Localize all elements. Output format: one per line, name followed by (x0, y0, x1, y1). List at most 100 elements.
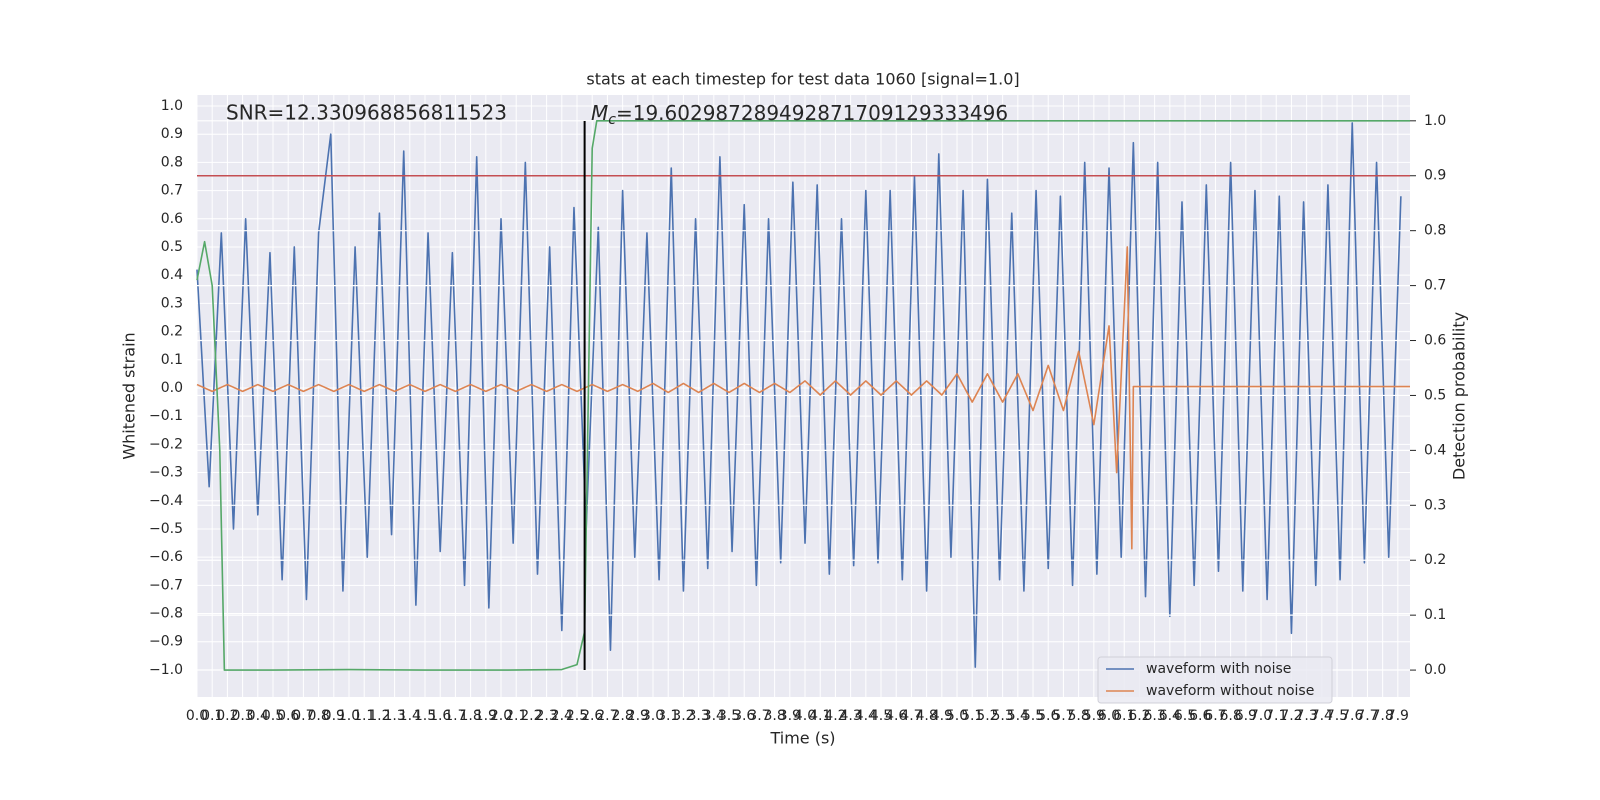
x-tick-label: 7.5 (1326, 708, 1348, 724)
y2-tick-label: 0.7 (1424, 278, 1446, 294)
legend-box (1097, 656, 1333, 704)
x-tick-label: 3.2 (672, 708, 694, 724)
x-tick-label: 1.7 (444, 708, 466, 724)
y-tick-label: −0.2 (149, 436, 183, 452)
x-tick-label: 4.1 (809, 708, 831, 724)
y2-tick-label: 0.4 (1424, 442, 1446, 458)
clean-line (196, 246, 1410, 550)
y2-tick-label: 0.5 (1424, 387, 1446, 403)
y2-tick-label: 0.8 (1424, 223, 1446, 239)
x-tick-label: 0.2 (216, 708, 238, 724)
x-tick-label: 0.7 (292, 708, 314, 724)
x-tick-label: 6.0 (1098, 708, 1120, 724)
y-tick-label: 1.0 (161, 98, 183, 114)
mc-subscript: c (608, 112, 616, 128)
y-tick-label: −0.9 (149, 634, 183, 650)
y-tick-label: 0.5 (161, 239, 183, 255)
y-tick-label: −0.3 (149, 465, 183, 481)
x-tick-label: 1.4 (399, 708, 421, 724)
x-tick-label: 2.9 (627, 708, 649, 724)
x-tick-label: 6.5 (1174, 708, 1196, 724)
y-tick-label: 0.7 (161, 183, 183, 199)
x-tick-label: 2.8 (611, 708, 633, 724)
x-tick-label: 7.7 (1356, 708, 1378, 724)
x-tick-label: 5.8 (1067, 708, 1089, 724)
x-tick-label: 1.1 (353, 708, 375, 724)
x-tick-label: 7.8 (1372, 708, 1394, 724)
x-tick-label: 0.3 (231, 708, 253, 724)
x-tick-label: 2.7 (596, 708, 618, 724)
y-tick-label: −0.8 (149, 606, 183, 622)
x-tick-label: 6.6 (1189, 708, 1211, 724)
y-tick-label: 0.3 (161, 295, 183, 311)
mc-value: =19.602987289492871709129333496 (616, 101, 1008, 125)
x-tick-label: 6.8 (1220, 708, 1242, 724)
x-tick-label: 5.7 (1052, 708, 1074, 724)
x-tick-label: 4.2 (824, 708, 846, 724)
y2-tick-label: 0.6 (1424, 333, 1446, 349)
x-tick-label: 2.1 (505, 708, 527, 724)
x-tick-label: 5.6 (1037, 708, 1059, 724)
x-tick-label: 2.3 (535, 708, 557, 724)
x-tick-label: 3.7 (748, 708, 770, 724)
x-tick-label: 1.6 (429, 708, 451, 724)
x-tick-label: 0.0 (186, 708, 208, 724)
x-tick-label: 5.1 (961, 708, 983, 724)
x-tick-label: 3.5 (718, 708, 740, 724)
legend-label: waveform with noise (1146, 661, 1291, 677)
x-tick-label: 3.4 (703, 708, 725, 724)
y-tick-label: 0.0 (161, 380, 183, 396)
x-tick-label: 6.4 (1159, 708, 1181, 724)
y2-tick-label: 0.1 (1424, 607, 1446, 623)
y-axis-label: Whitened strain (120, 332, 139, 459)
x-tick-label: 5.9 (1083, 708, 1105, 724)
x-tick-label: 4.6 (885, 708, 907, 724)
y-tick-label: 0.9 (161, 126, 183, 142)
x-tick-label: 2.0 (490, 708, 512, 724)
x-tick-label: 6.1 (1113, 708, 1135, 724)
x-tick-label: 1.3 (383, 708, 405, 724)
x-tick-label: 5.5 (1022, 708, 1044, 724)
x-tick-label: 6.7 (1204, 708, 1226, 724)
x-tick-label: 3.9 (779, 708, 801, 724)
x-axis-label: Time (s) (769, 729, 835, 748)
legend-label: waveform without noise (1146, 683, 1314, 699)
x-tick-label: 4.7 (900, 708, 922, 724)
x-tick-label: 3.0 (642, 708, 664, 724)
y-tick-label: −0.5 (149, 521, 183, 537)
x-tick-label: 1.2 (368, 708, 390, 724)
y-tick-label: 0.2 (161, 324, 183, 340)
y-tick-label: 0.8 (161, 154, 183, 170)
x-tick-label: 2.5 (566, 708, 588, 724)
x-tick-label: 3.3 (687, 708, 709, 724)
x-tick-label: 4.5 (870, 708, 892, 724)
x-tick-label: 1.8 (459, 708, 481, 724)
x-tick-label: 6.3 (1143, 708, 1165, 724)
y-tick-label: 0.6 (161, 211, 183, 227)
y-tick-label: −0.1 (149, 408, 183, 424)
x-tick-label: 0.9 (323, 708, 345, 724)
x-tick-label: 0.6 (277, 708, 299, 724)
x-tick-label: 6.9 (1235, 708, 1257, 724)
x-tick-label: 3.8 (763, 708, 785, 724)
noise-line (196, 122, 1402, 668)
x-tick-label: 0.1 (201, 708, 223, 724)
y-tick-label: 0.1 (161, 352, 183, 368)
x-tick-label: 7.6 (1341, 708, 1363, 724)
x-tick-label: 5.0 (946, 708, 968, 724)
y-tick-label: −0.6 (149, 549, 183, 565)
x-tick-label: 7.3 (1296, 708, 1318, 724)
x-tick-label: 7.2 (1280, 708, 1302, 724)
x-tick-label: 2.6 (581, 708, 603, 724)
y2-tick-label: 1.0 (1424, 113, 1446, 129)
y-tick-label: −0.4 (149, 493, 183, 509)
snr-annotation: SNR=12.330968856811523 (226, 101, 507, 125)
x-tick-label: 1.0 (338, 708, 360, 724)
x-tick-label: 2.2 (520, 708, 542, 724)
x-tick-label: 5.4 (1007, 708, 1029, 724)
x-tick-label: 5.2 (976, 708, 998, 724)
y2-tick-label: 0.9 (1424, 168, 1446, 184)
y2-tick-label: 0.0 (1424, 662, 1446, 678)
x-tick-label: 0.4 (247, 708, 269, 724)
x-tick-label: 4.8 (915, 708, 937, 724)
